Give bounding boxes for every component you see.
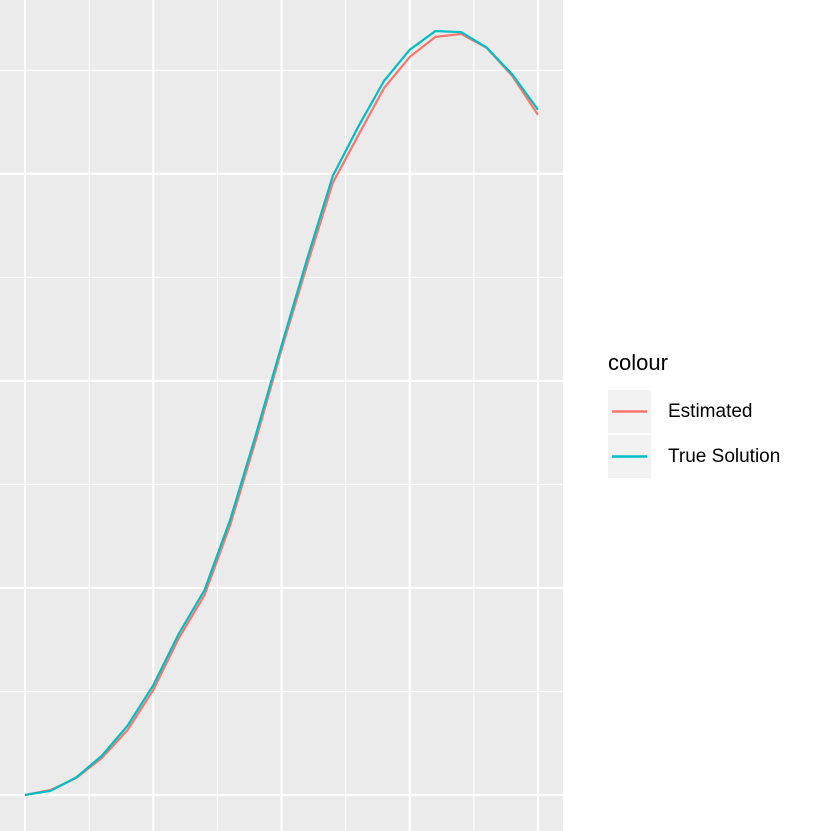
series-line [24,29,539,797]
legend-title: colour [608,350,668,375]
lines [24,29,539,797]
grid [0,0,563,831]
legend-label: Estimated [668,401,752,422]
legend: colour Estimated True Solution [608,350,780,478]
series-line [24,32,539,797]
legend-label: True Solution [668,446,780,467]
